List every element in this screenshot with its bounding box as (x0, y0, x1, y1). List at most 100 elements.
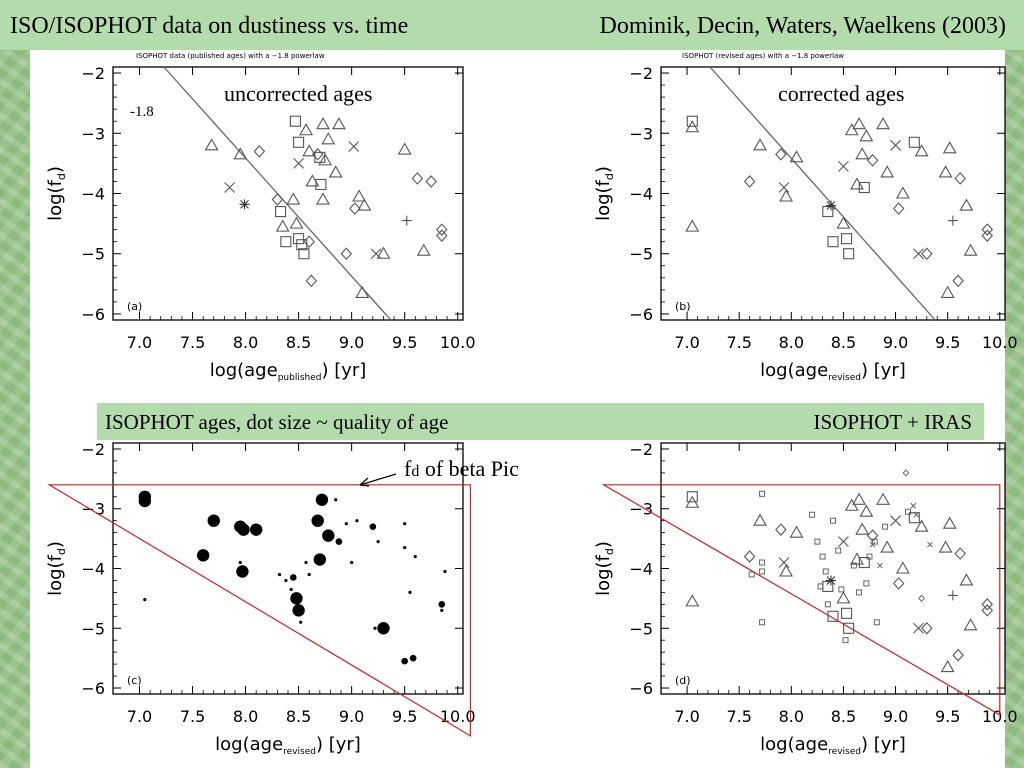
data-point-square (843, 622, 855, 634)
data-point-triangle (753, 138, 767, 151)
data-point-small-cross (869, 541, 876, 548)
data-point-cross (224, 182, 236, 193)
data-point-triangle (685, 495, 700, 508)
x-tick-label: 10.0 (440, 333, 476, 352)
data-point-triangle (789, 525, 804, 538)
data-point-diamond (921, 247, 933, 261)
data-point-triangle (938, 540, 953, 553)
data-point-triangle (685, 594, 700, 607)
data-point-triangle (855, 522, 870, 535)
data-dot (290, 592, 303, 605)
y-axis-label: log(fd) (45, 541, 68, 596)
data-point-triangle (959, 573, 974, 586)
data-point-triangle (914, 144, 929, 157)
y-tick-label: −2 (629, 64, 653, 83)
data-point-small-diamond (918, 594, 925, 603)
data-point-small-square (809, 511, 816, 518)
y-axis-label-main: log(f (45, 554, 66, 595)
data-point-square (858, 181, 870, 194)
data-dot (403, 522, 407, 526)
x-tick-label: 10.0 (982, 333, 1018, 352)
x-axis-label-end: ) [yr] (321, 360, 366, 381)
x-axis-label-main: log(age (760, 734, 828, 755)
data-point-small-cross (927, 541, 933, 548)
data-point-cross (890, 139, 901, 151)
y-tick-label: −6 (629, 305, 653, 324)
y-tick-label: −2 (629, 440, 653, 459)
data-point-triangle (305, 174, 320, 187)
header-bar: ISO/ISOPHOT data on dustiness vs. time D… (0, 0, 1024, 51)
band-right-text: ISOPHOT + IRAS (813, 410, 972, 434)
x-axis-label-end: ) [yr] (861, 734, 906, 755)
x-axis-label-sub: revised (828, 373, 861, 383)
data-point-triangle (963, 243, 978, 256)
uncorrected-ages-label: uncorrected ages (224, 81, 373, 106)
data-point-square (827, 610, 839, 622)
data-point-square (841, 607, 853, 619)
data-point-triangle (299, 123, 313, 136)
x-tick-label: 7.5 (180, 333, 205, 352)
x-axis-label: log(agepublished) [yr] (210, 360, 367, 383)
data-point-diamond (411, 172, 424, 185)
data-point-triangle (286, 192, 301, 205)
data-point-small-square (748, 571, 755, 578)
slide-authors: Dominik, Decin, Waters, Waelkens (2003) (599, 13, 1007, 39)
panel-b-title: ISOPHOT (revised ages) with a −1.8 power… (682, 52, 845, 60)
x-axis-label-main: log(age (215, 734, 283, 755)
y-axis-label-end: ) (593, 541, 614, 548)
y-axis-label-sub: d (55, 548, 68, 555)
data-dot (304, 560, 308, 565)
data-point-triangle (753, 513, 767, 526)
chart-c-group: 7.0 7.5 8.0 8.5 9.0 9.5 10.0−2−3−4−5−6log(ager… (45, 440, 476, 757)
y-tick-label: −2 (81, 440, 105, 459)
data-dot (143, 597, 147, 602)
panel-label: (b) (675, 300, 691, 313)
data-point-triangle (321, 132, 336, 145)
x-tick-label: 9.5 (392, 333, 417, 352)
data-dot (401, 657, 408, 665)
data-point-small-square (905, 508, 912, 515)
data-point-diamond (349, 202, 361, 215)
data-dot (408, 590, 412, 595)
x-tick-label: 7.5 (180, 707, 205, 726)
data-dot (311, 514, 324, 527)
x-tick-label: 9.0 (339, 333, 364, 352)
x-tick-label: 10.0 (982, 707, 1018, 726)
data-point-diamond (892, 577, 905, 590)
data-point-triangle (779, 189, 794, 202)
data-point-square (827, 236, 839, 248)
x-tick-label: 9.5 (935, 333, 960, 352)
y-tick-label: −4 (629, 560, 653, 579)
data-point-diamond (981, 604, 994, 617)
slope-label: -1.8 (130, 104, 154, 120)
data-point-diamond (743, 175, 756, 188)
data-dot (284, 578, 288, 583)
data-point-triangle (895, 561, 910, 574)
data-point-cross (890, 515, 901, 527)
data-point-small-square (856, 589, 863, 596)
data-point-square (841, 233, 853, 245)
data-point-triangle (204, 138, 219, 151)
data-dot (438, 601, 446, 608)
data-point-triangle (963, 618, 978, 631)
y-tick-label: −2 (81, 64, 105, 83)
data-point-cross (913, 248, 924, 260)
y-axis-label-main: log(f (45, 179, 66, 220)
data-dot (403, 545, 407, 550)
data-point-diamond (253, 145, 266, 158)
data-dot (236, 565, 249, 578)
x-tick-label: 8.0 (779, 707, 804, 726)
data-point-cross (838, 536, 849, 547)
data-point-asterisk (825, 575, 836, 586)
x-axis-label-main: log(age (210, 360, 278, 381)
y-axis-label-sub: d (603, 173, 616, 180)
x-tick-label: 9.0 (883, 333, 908, 352)
data-point-small-square (830, 517, 836, 524)
data-dot (443, 569, 447, 574)
data-point-small-square (824, 601, 831, 608)
x-axis-label: log(agerevised) [yr] (760, 360, 906, 383)
data-point-square (822, 206, 834, 218)
data-dot (335, 538, 343, 545)
data-point-triangle (836, 591, 851, 604)
data-point-plus (947, 215, 958, 226)
